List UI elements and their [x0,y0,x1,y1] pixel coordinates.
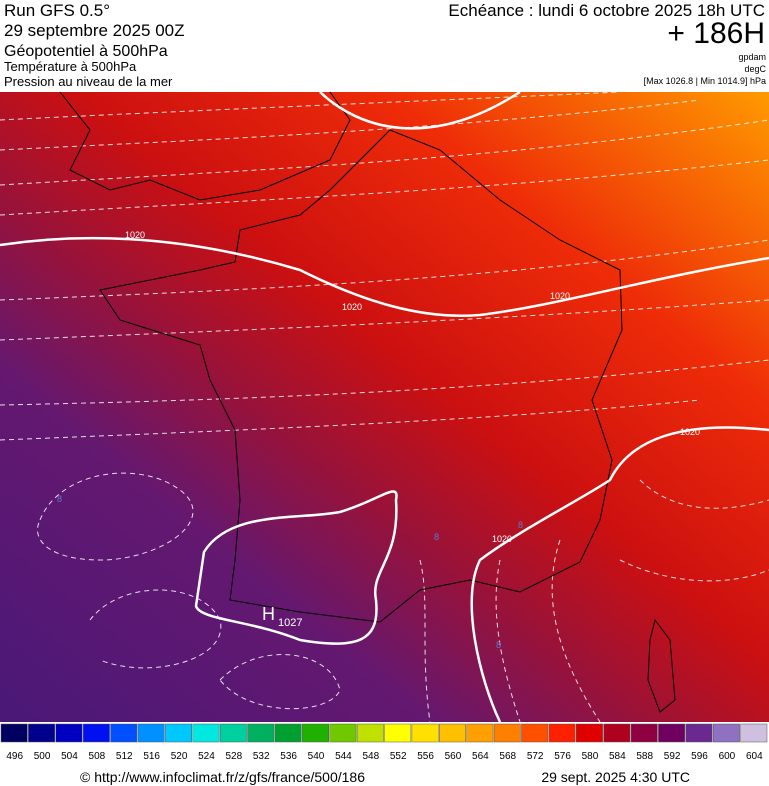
color-swatch [219,723,247,743]
high-pressure-symbol: H [262,604,275,624]
scale-label: 532 [253,751,270,762]
color-swatch [384,723,412,743]
unit-label: degC [744,64,766,74]
color-swatch [137,723,165,743]
temperature-field [0,92,769,722]
color-swatch [712,723,740,743]
scale-label: 576 [554,751,571,762]
map: 1020 1020 1020 1020 1020 H 1027 8 8 8 8 [0,90,769,723]
scale-label: 516 [143,751,160,762]
color-swatch [302,723,329,743]
layer-title: Température à 500hPa [4,59,137,74]
color-swatch [521,723,549,743]
color-swatch [356,723,384,743]
scale-label: 548 [362,751,379,762]
color-swatch [740,723,768,743]
temperature-contours [0,91,769,723]
scale-label: 580 [582,751,599,762]
color-swatch [603,723,631,743]
scale-label: 584 [609,751,626,762]
isobar-label: 1020 [680,427,700,437]
scale-label: 540 [308,751,325,762]
scale-label: 556 [417,751,434,762]
scale-label: 536 [280,751,297,762]
temperature-label: 8 [496,640,501,650]
layer-title: Géopotentiel à 500hPa [4,43,168,60]
high-pressure-value: 1027 [278,617,302,629]
scale-label: 596 [691,751,708,762]
scale-label: 560 [445,751,462,762]
color-swatch [658,723,686,743]
scale-label: 552 [390,751,407,762]
color-swatch [274,723,302,743]
temperature-label: 8 [518,520,523,530]
color-swatch [329,723,357,743]
scale-label: 604 [746,751,763,762]
color-swatch [0,723,28,743]
color-swatch [576,723,603,743]
isobars [0,90,769,723]
isobar-label: 1020 [550,291,570,301]
scale-label: 508 [89,751,106,762]
color-swatch [55,723,83,743]
coastlines [59,91,676,713]
valid-time: Echéance : lundi 6 octobre 2025 18h UTC [448,1,765,20]
generation-date: 29 sept. 2025 4:30 UTC [541,769,690,785]
lead-time: + 186H [667,17,765,50]
scale-label: 504 [61,751,78,762]
scale-label: 600 [719,751,736,762]
scale-label: 528 [225,751,242,762]
scale-label: 500 [34,751,51,762]
color-swatch [28,723,56,743]
color-swatch [411,723,439,743]
color-swatch [110,723,138,743]
model-name: Run GFS 0.5° [4,1,110,20]
scale-label: 512 [116,751,133,762]
scale-label: 544 [335,751,352,762]
source-url: © http://www.infoclimat.fr/z/gfs/france/… [80,769,365,785]
unit-label: [Max 1026.8 | Min 1014.9] hPa [644,76,766,86]
scale-label: 592 [664,751,681,762]
unit-label: gpdam [738,52,766,62]
color-swatch [247,723,275,743]
isobar-label: 1020 [492,534,512,544]
temperature-label: 8 [57,494,62,504]
isobar-label: 1020 [125,230,145,240]
scale-label: 520 [171,751,188,762]
scale-label: 496 [6,751,23,762]
scale-label: 572 [527,751,544,762]
color-scale: 496 500 504 508 512 516 520 524 528 532 536 540 544 5… [0,723,768,762]
layer-title: Pression au niveau de la mer [4,74,173,89]
color-swatch [685,723,713,743]
color-swatch [630,723,658,743]
color-swatch [548,723,576,743]
scale-label: 588 [636,751,653,762]
color-swatch [493,723,521,743]
scale-label: 524 [198,751,215,762]
scale-label: 568 [499,751,516,762]
color-swatch [439,723,466,743]
color-swatch [192,723,220,743]
color-swatch [466,723,494,743]
run-date: 29 septembre 2025 00Z [4,21,185,40]
color-swatch [82,723,110,743]
scale-label: 564 [472,751,489,762]
isobar-label: 1020 [342,302,362,312]
temperature-label: 8 [434,532,439,542]
color-swatch [165,723,193,743]
